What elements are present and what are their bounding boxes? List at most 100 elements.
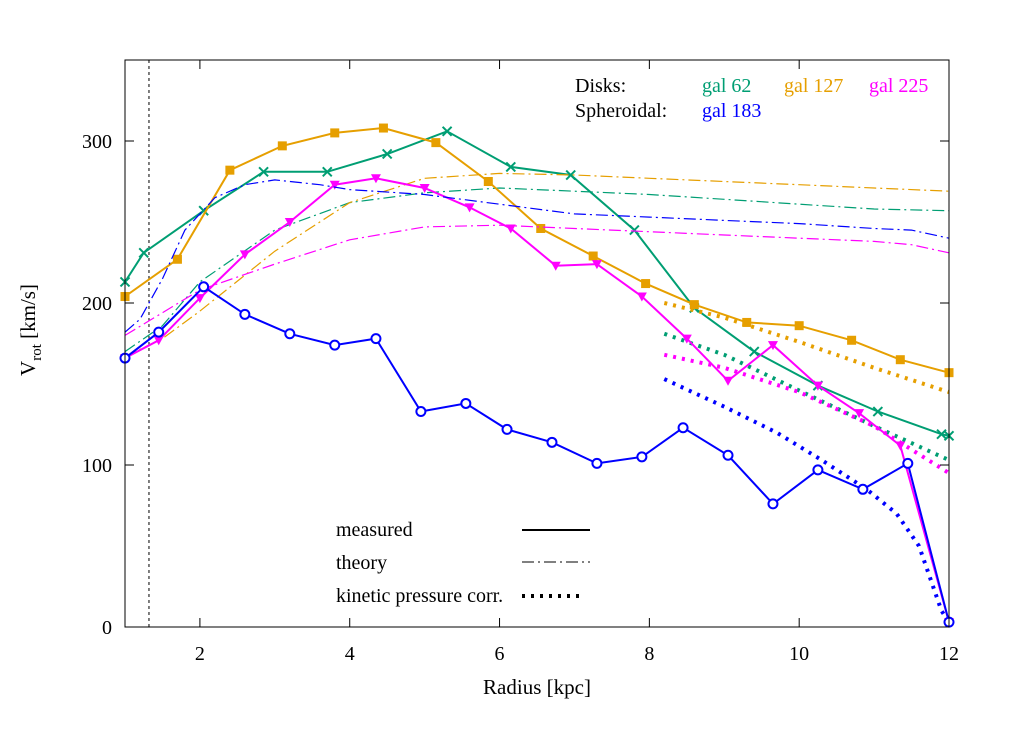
point-gal-225-10 bbox=[550, 261, 561, 271]
point-gal-127-1 bbox=[172, 254, 182, 264]
point-gal-225-3 bbox=[239, 250, 250, 260]
point-gal-62-7 bbox=[505, 161, 516, 173]
point-gal-183-18 bbox=[902, 457, 914, 469]
galaxy-legend: Disks: gal 62 gal 127 gal 225 Spheroidal… bbox=[575, 75, 928, 122]
point-gal-183-2 bbox=[198, 281, 210, 293]
point-gal-183-17 bbox=[857, 483, 869, 495]
point-gal-183-13 bbox=[677, 422, 689, 434]
kinetic-line-gal-127 bbox=[663, 301, 950, 395]
point-gal-183-9 bbox=[501, 423, 513, 435]
point-gal-225-5 bbox=[329, 180, 340, 190]
y-tick-label-0: 0 bbox=[102, 617, 112, 639]
point-gal-183-7 bbox=[415, 406, 427, 418]
point-gal-127-12 bbox=[742, 317, 752, 327]
point-gal-225-1 bbox=[153, 336, 164, 346]
point-gal-127-7 bbox=[483, 177, 493, 186]
point-gal-62-4-b bbox=[322, 166, 333, 177]
point-gal-183-3 bbox=[239, 308, 251, 320]
point-gal-62-5 bbox=[381, 148, 393, 160]
y-axis-title-unit: [km/s] bbox=[16, 284, 40, 344]
point-gal-127-6 bbox=[431, 138, 441, 148]
point-gal-183-15 bbox=[767, 498, 779, 510]
point-gal-62-11 bbox=[749, 346, 760, 357]
point-gal-225-7 bbox=[419, 183, 430, 193]
x-tick-label-12: 12 bbox=[939, 643, 959, 665]
point-gal-225-18 bbox=[895, 441, 906, 451]
point-gal-62-1-b bbox=[138, 247, 149, 258]
point-gal-127-4 bbox=[330, 128, 340, 138]
legend-measured-label: measured bbox=[336, 519, 413, 541]
legend-spheroidal-label: Spheroidal: bbox=[575, 100, 667, 122]
x-tick-label-2: 2 bbox=[195, 643, 205, 665]
point-gal-62-8 bbox=[565, 169, 576, 181]
point-gal-183-5 bbox=[329, 339, 341, 351]
point-gal-225-6 bbox=[370, 174, 381, 184]
theory-line-gal-225 bbox=[124, 224, 950, 336]
point-gal-62-14-b bbox=[936, 429, 947, 440]
point-gal-225-12 bbox=[636, 292, 647, 302]
kinetic-line-gal-183 bbox=[663, 377, 951, 624]
point-gal-183-10 bbox=[546, 436, 558, 448]
point-gal-183-11 bbox=[591, 457, 603, 469]
y-axis-title-sub: rot bbox=[29, 343, 45, 360]
point-gal-62-1 bbox=[138, 247, 149, 258]
point-gal-62-11-b bbox=[749, 346, 760, 357]
point-gal-183-16 bbox=[812, 464, 824, 476]
legend-theory-label: theory bbox=[336, 552, 387, 574]
y-tick-label-300: 300 bbox=[82, 131, 112, 153]
point-gal-127-13 bbox=[794, 321, 804, 331]
kinetic-line-gal-62 bbox=[663, 331, 950, 462]
point-gal-62-6-b bbox=[441, 126, 453, 137]
measured-line-gal-183 bbox=[124, 285, 950, 623]
y-tick-label-100: 100 bbox=[82, 455, 112, 477]
point-gal-225-11 bbox=[591, 260, 602, 270]
point-gal-183-14 bbox=[722, 449, 734, 461]
x-tick-label-4: 4 bbox=[345, 643, 355, 665]
point-gal-62-3-b bbox=[258, 166, 269, 177]
point-gal-225-17 bbox=[854, 409, 865, 419]
series-layer bbox=[119, 123, 955, 628]
plot-frame bbox=[124, 59, 950, 628]
point-gal-183-12 bbox=[636, 451, 648, 463]
point-gal-62-4 bbox=[322, 166, 333, 177]
legend-gal-62: gal 62 bbox=[702, 75, 751, 97]
point-gal-183-8 bbox=[460, 397, 472, 409]
point-gal-225-9 bbox=[505, 224, 516, 234]
point-gal-62-3 bbox=[258, 166, 269, 177]
legend-gal-127: gal 127 bbox=[784, 75, 843, 97]
point-gal-62-13-b bbox=[872, 406, 884, 417]
measured-line-gal-62 bbox=[124, 130, 950, 437]
point-gal-62-9 bbox=[629, 224, 640, 236]
point-gal-62-5-b bbox=[381, 148, 393, 160]
point-gal-183-4 bbox=[284, 328, 296, 340]
point-gal-127-3 bbox=[277, 141, 287, 151]
point-gal-62-7-b bbox=[505, 161, 516, 173]
point-gal-127-8 bbox=[536, 223, 546, 233]
point-gal-62-14 bbox=[936, 429, 947, 440]
point-gal-62-9-b bbox=[629, 224, 640, 236]
point-gal-62-13 bbox=[872, 406, 884, 417]
legend-kinetic-label: kinetic pressure corr. bbox=[336, 585, 503, 607]
point-gal-183-6 bbox=[370, 333, 382, 345]
y-axis-title: Vrot [km/s] bbox=[16, 284, 45, 376]
point-gal-127-2 bbox=[225, 165, 235, 175]
x-tick-label-8: 8 bbox=[644, 643, 654, 665]
point-gal-127-10 bbox=[641, 279, 651, 289]
legend-gal-225: gal 225 bbox=[869, 75, 928, 97]
point-gal-127-15 bbox=[895, 355, 905, 365]
axes-layer: 2 4 6 8 10 12 0 100 200 300 bbox=[82, 59, 959, 665]
point-gal-183-1 bbox=[153, 326, 165, 338]
theory-line-gal-62 bbox=[124, 187, 950, 353]
y-tick-label-200: 200 bbox=[82, 293, 112, 315]
point-gal-225-13 bbox=[681, 334, 692, 344]
x-tick-label-10: 10 bbox=[789, 643, 809, 665]
point-gal-127-11 bbox=[689, 300, 699, 310]
svg-text:Vrot [km/s]: Vrot [km/s] bbox=[16, 284, 45, 376]
point-gal-127-14 bbox=[847, 335, 857, 345]
point-gal-225-2 bbox=[194, 294, 205, 304]
x-axis-title: Radius [kpc] bbox=[483, 675, 591, 699]
point-gal-225-4 bbox=[284, 218, 295, 227]
legend-disks-label: Disks: bbox=[575, 75, 626, 97]
point-gal-62-6 bbox=[441, 126, 453, 137]
